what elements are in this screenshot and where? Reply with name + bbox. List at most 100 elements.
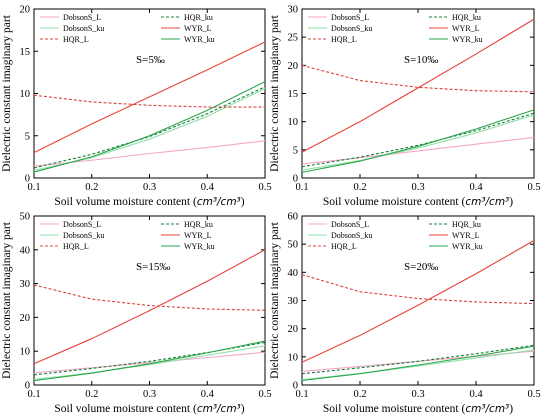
series-line-hqr-l (301, 64, 535, 93)
series-line-wyr-l (301, 18, 535, 153)
y-tick-label: 50 (288, 240, 299, 251)
panel-3: 0.1 0.2 0.3 0.4 0.5 0 10 20 30 40 50 DobsonS_L HQR_k… (1, 212, 272, 416)
x-tick-label: 0.2 (353, 389, 366, 400)
legend-label: DobsonS_ku (63, 231, 104, 240)
legend-label: WYR_ku (184, 35, 215, 44)
series-line-dobsons-l (301, 136, 535, 165)
legend-label: DobsonS_L (331, 13, 369, 22)
y-tick-label: 50 (20, 212, 31, 223)
series-line-dobsons-l (33, 351, 266, 374)
x-tick-label: 0.3 (411, 389, 424, 400)
y-tick-label: 0 (25, 174, 30, 185)
legend-label: HQR_ku (184, 13, 213, 22)
legend-label: HQR_ku (184, 220, 213, 229)
series-line-hqr-ku (301, 344, 535, 375)
y-axis-label: Dielectric constant imaginary part (1, 14, 13, 172)
series-line-wyr-ku (301, 109, 535, 173)
y-tick-label: 10 (20, 347, 31, 358)
x-tick-label: 0.4 (469, 389, 483, 400)
legend-label: WYR_L (452, 231, 480, 240)
legend-label: WYR_ku (452, 35, 483, 44)
y-tick-label: 30 (288, 5, 299, 16)
legend: DobsonS_L HQR_ku DobsonS_ku WYR_L HQR_L WYR_k… (40, 220, 215, 251)
x-tick-label: 0.1 (27, 389, 40, 400)
series-line-hqr-l (301, 274, 535, 305)
x-axis-label: Soil volume moisture content (cm³/cm³) (323, 196, 513, 208)
x-tick-label: 0.4 (469, 182, 483, 193)
series-line-hqr-l (33, 94, 265, 108)
x-axis-label: Soil volume moisture content (cm³/cm³) (54, 403, 244, 415)
x-tick-label: 0.5 (527, 389, 540, 400)
legend: DobsonS_L HQR_ku DobsonS_ku WYR_L HQR_L WYR_k… (308, 13, 483, 44)
series-line-dobsons-ku (301, 114, 535, 171)
y-tick-label: 20 (288, 324, 299, 335)
legend-label: HQR_L (331, 242, 357, 251)
panel-2: 0.1 0.2 0.3 0.4 0.5 0 5 10 15 20 25 30 DobsonS_L HQR_… (269, 5, 541, 209)
legend-label: HQR_L (331, 35, 357, 44)
x-tick-label: 0.5 (258, 389, 271, 400)
y-tick-label: 30 (288, 296, 299, 307)
legend: DobsonS_L HQR_ku DobsonS_ku WYR_L HQR_L WYR_k… (308, 220, 483, 251)
y-tick-label: 40 (288, 268, 299, 279)
y-tick-label: 5 (25, 131, 30, 142)
series-line-wyr-ku (33, 81, 266, 173)
salinity-label: S=20‰ (404, 261, 438, 273)
x-tick-label: 0.1 (27, 182, 40, 193)
series-line-dobsons-ku (33, 87, 266, 171)
x-tick-label: 0.4 (201, 389, 215, 400)
x-tick-label: 0.1 (295, 389, 308, 400)
legend-label: HQR_L (63, 242, 89, 251)
x-tick-label: 0.3 (411, 182, 424, 193)
y-tick-label: 20 (288, 61, 299, 72)
y-tick-label: 25 (288, 33, 299, 44)
x-tick-label: 0.3 (143, 389, 156, 400)
legend-label: HQR_ku (452, 220, 481, 229)
legend-label: WYR_L (452, 24, 480, 33)
x-tick-label: 0.3 (143, 182, 156, 193)
y-tick-label: 40 (20, 245, 31, 256)
x-tick-label: 0.2 (85, 182, 98, 193)
legend-label: HQR_L (63, 35, 89, 44)
y-tick-label: 0 (293, 381, 298, 392)
y-axis-label: Dielectric constant imaginary part (1, 221, 13, 379)
x-tick-label: 0.5 (527, 182, 540, 193)
legend-label: HQR_ku (452, 13, 481, 22)
y-tick-label: 0 (293, 174, 298, 185)
salinity-label: S=10‰ (404, 54, 438, 66)
x-tick-label: 0.1 (295, 182, 308, 193)
x-tick-label: 0.5 (258, 182, 271, 193)
series-line-wyr-l (33, 41, 266, 154)
legend-label: DobsonS_L (63, 220, 101, 229)
series-line-hqr-l (33, 284, 266, 311)
series-line-wyr-ku (301, 345, 535, 382)
legend-label: DobsonS_L (63, 13, 101, 22)
x-tick-label: 0.2 (353, 182, 366, 193)
y-tick-label: 60 (288, 212, 299, 223)
panel-4: 0.1 0.2 0.3 0.4 0.5 0 10 20 30 40 50 60 DobsonS_L HQR… (269, 212, 541, 416)
y-tick-label: 0 (25, 381, 30, 392)
y-tick-label: 15 (20, 47, 31, 58)
legend-label: WYR_ku (184, 242, 215, 251)
series-line-wyr-ku (33, 340, 266, 382)
y-tick-label: 30 (20, 279, 31, 290)
series-line-wyr-l (33, 249, 266, 365)
y-tick-label: 10 (20, 89, 31, 100)
y-axis-label: Dielectric constant imaginary part (269, 221, 281, 379)
x-tick-label: 0.2 (85, 389, 98, 400)
y-tick-label: 10 (288, 117, 299, 128)
x-axis-label: Soil volume moisture content (cm³/cm³) (323, 403, 513, 415)
y-tick-label: 10 (288, 352, 299, 363)
salinity-label: S=15‰ (136, 261, 170, 273)
legend-label: WYR_L (184, 24, 212, 33)
y-tick-label: 20 (20, 313, 31, 324)
y-axis-label: Dielectric constant imaginary part (269, 14, 281, 172)
series-line-dobsons-ku (33, 345, 266, 381)
salinity-label: S=5‰ (136, 54, 165, 66)
series-line-wyr-l (301, 240, 535, 363)
legend-label: DobsonS_ku (63, 24, 104, 33)
legend-label: DobsonS_L (331, 220, 369, 229)
x-tick-label: 0.4 (201, 182, 215, 193)
y-tick-label: 20 (20, 5, 31, 16)
legend-label: DobsonS_ku (331, 231, 372, 240)
